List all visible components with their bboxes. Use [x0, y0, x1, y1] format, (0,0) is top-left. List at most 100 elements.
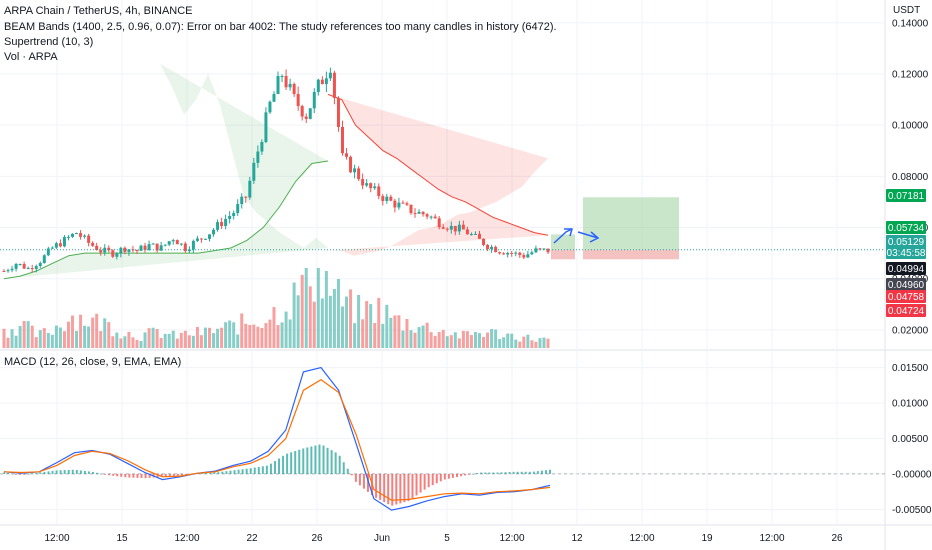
- volume-bar: [167, 333, 171, 348]
- symbol-title[interactable]: ARPA Chain / TetherUS, 4h, BINANCE: [4, 5, 193, 17]
- volume-bar: [71, 315, 75, 348]
- macd-histogram-bar: [383, 473, 386, 503]
- volume-bar: [296, 295, 300, 348]
- candle-body: [195, 238, 199, 241]
- volume-bar: [320, 298, 324, 348]
- macd-histogram-bar: [500, 472, 503, 474]
- macd-histogram-bar: [75, 469, 78, 474]
- macd-histogram-bar: [124, 473, 127, 478]
- candle-body: [159, 245, 163, 251]
- price-badge-label: 0.05734: [888, 223, 925, 234]
- time-axis[interactable]: 12:00 15 12:00 22 26 Jun 5 12:00 12 12:00 19 12:00 2…: [44, 533, 843, 544]
- macd-histogram-bar: [205, 472, 208, 474]
- candle-body: [465, 229, 469, 235]
- candle-body: [377, 186, 381, 197]
- time-tick-label: 26: [311, 533, 323, 544]
- volume-bar: [542, 337, 546, 348]
- volume-bar: [292, 282, 296, 348]
- candle-body: [268, 101, 272, 113]
- volume-bar: [212, 333, 216, 348]
- candle-body: [14, 263, 18, 269]
- candle-body: [534, 248, 538, 253]
- candle-body: [183, 243, 187, 252]
- candle-body: [340, 126, 344, 154]
- volume-bar: [26, 321, 30, 348]
- volume-bar: [6, 337, 10, 348]
- volume-bar: [340, 306, 344, 348]
- volume-legend[interactable]: Vol · ARPA: [4, 51, 58, 63]
- volume-bar: [316, 268, 320, 348]
- time-tick-label: 15: [116, 533, 128, 544]
- macd-histogram-bar: [549, 469, 551, 474]
- price-candles: [2, 67, 550, 273]
- candle-body: [449, 225, 453, 230]
- macd-histogram-bar: [172, 473, 175, 476]
- volume-bar: [421, 325, 425, 348]
- volume-bar: [119, 338, 123, 348]
- candle-body: [345, 153, 349, 157]
- macd-histogram-bar: [213, 472, 216, 474]
- candle-body: [99, 250, 103, 253]
- candle-body: [50, 247, 54, 249]
- candle-body: [546, 248, 550, 253]
- time-tick-label: 12:00: [499, 533, 524, 544]
- macd-histogram-bar: [225, 471, 228, 474]
- macd-histogram-bar: [100, 473, 103, 475]
- macd-histogram-bar: [516, 471, 519, 474]
- macd-histogram-bar: [108, 473, 111, 476]
- volume-bar: [58, 327, 62, 348]
- macd-histogram-bar: [468, 473, 471, 475]
- candle-body: [473, 233, 477, 235]
- macd-legend[interactable]: MACD (12, 26, close, 9, EMA, EMA): [4, 356, 182, 368]
- candle-body: [542, 248, 546, 250]
- supertrend-legend[interactable]: Supertrend (10, 3): [4, 36, 94, 48]
- candle-body: [107, 247, 111, 251]
- supertrend-down-fill: [328, 94, 548, 256]
- arrow-down-drawing: [577, 231, 599, 239]
- candle-body: [179, 243, 183, 245]
- macd-histogram-bar: [104, 473, 107, 475]
- volume-bar: [103, 318, 107, 348]
- macd-histogram-bar: [96, 472, 99, 474]
- volume-bar: [264, 323, 268, 348]
- volume-bar: [345, 296, 349, 348]
- volume-bar: [46, 332, 50, 348]
- macd-histogram-bar: [27, 473, 30, 475]
- volume-bar: [300, 274, 304, 348]
- volume-bar: [10, 329, 14, 348]
- macd-histogram-bar: [31, 473, 34, 475]
- candle-body: [71, 233, 75, 237]
- volume-bar: [208, 327, 212, 348]
- volume-bar: [324, 271, 328, 348]
- macd-tick-label: 0.00500: [892, 434, 929, 445]
- candle-body: [143, 245, 147, 250]
- macd-tick-label: -0.00000: [892, 469, 932, 480]
- candle-body: [26, 268, 30, 270]
- candle-body: [365, 183, 369, 186]
- macd-histogram-bar: [326, 447, 329, 474]
- macd-histogram-bar: [148, 473, 151, 478]
- volume-bar: [433, 335, 437, 348]
- candle-body: [417, 211, 421, 214]
- volume-bar: [175, 338, 179, 348]
- macd-tick-label: 0.01000: [892, 399, 929, 410]
- candle-body: [123, 247, 127, 252]
- price-badge: [886, 290, 926, 303]
- candle-body: [147, 244, 151, 250]
- beam-bands-legend[interactable]: BEAM Bands (1400, 2.5, 0.96, 0.07): Erro…: [4, 21, 557, 33]
- volume-bar: [453, 332, 457, 348]
- arrow-up-head: [564, 228, 573, 237]
- macd-histogram-bar: [496, 472, 499, 474]
- macd-histogram-bar: [375, 473, 378, 498]
- volume-bar: [66, 321, 70, 348]
- macd-histogram-bar: [322, 445, 325, 474]
- volume-bar: [256, 326, 260, 348]
- price-badge: [886, 221, 926, 234]
- time-tick-label: 12:00: [759, 533, 784, 544]
- candle-body: [441, 227, 445, 229]
- macd-histogram-bar: [19, 473, 22, 475]
- candle-body: [522, 255, 526, 258]
- position-tool[interactable]: [0, 197, 885, 260]
